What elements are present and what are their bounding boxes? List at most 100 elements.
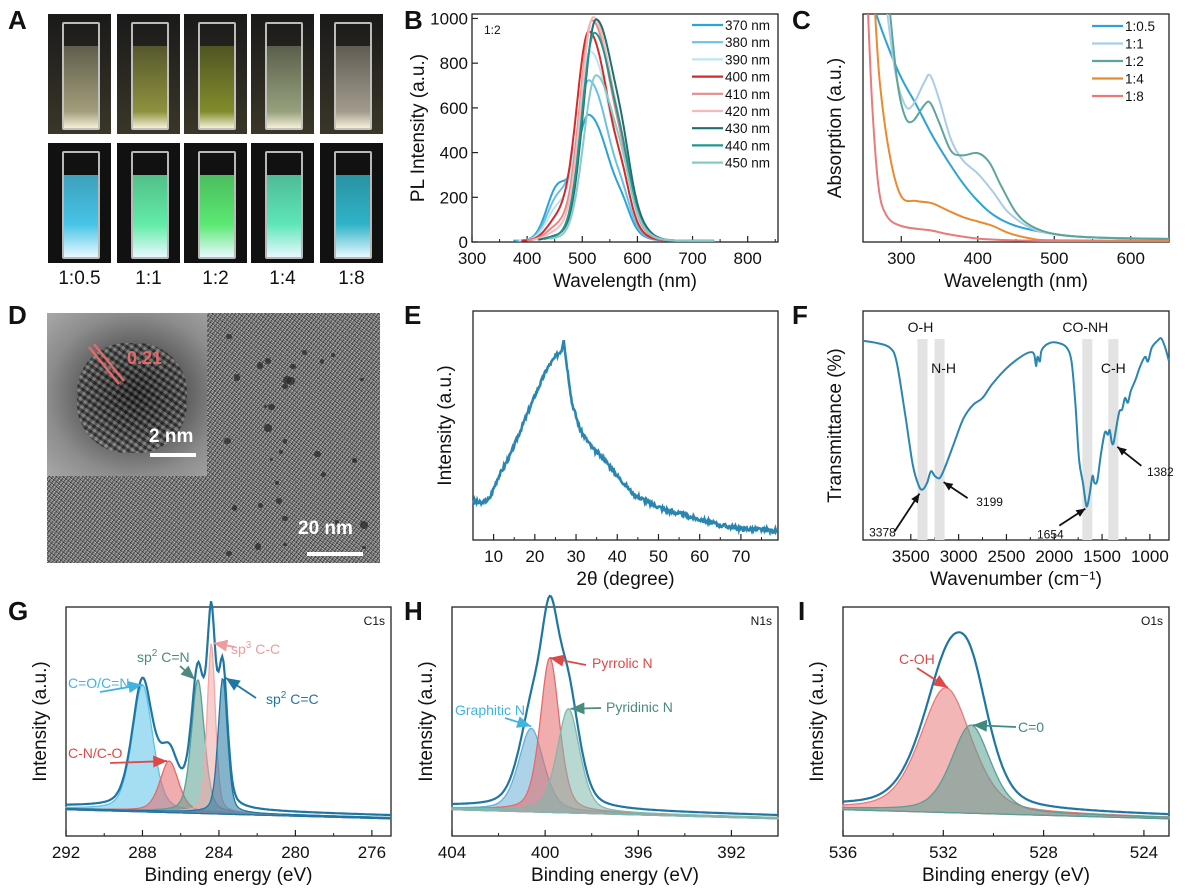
absorption-series-line xyxy=(874,14,1169,242)
xps-n1s-chart: 404 400 396 392 Binding energy (eV) Intensity… xyxy=(416,594,779,886)
ftir-spectrum-line xyxy=(862,337,1170,508)
lattice-spacing-label: 0.21 xyxy=(127,348,163,368)
arrow-head-icon xyxy=(213,639,229,652)
daylight-cuvette-photo xyxy=(184,14,247,134)
spectrum-region-label: O1s xyxy=(1141,614,1163,628)
lattice-fringes xyxy=(77,343,187,453)
nanoparticle xyxy=(269,457,273,461)
y-axis-title: Intensity (a.u.) xyxy=(30,661,51,781)
nanoparticle xyxy=(360,520,369,529)
solution-fill xyxy=(336,46,370,128)
x-axis-title: Binding energy (eV) xyxy=(531,865,699,886)
y-axis-title: Intensity (a.u.) xyxy=(807,661,828,781)
nanoparticle xyxy=(289,363,296,370)
x-tick-label: 2000 xyxy=(1035,547,1073,566)
solution-fill xyxy=(200,175,234,257)
solution-fill xyxy=(336,175,370,257)
band-label: CO-NH xyxy=(1062,319,1108,335)
legend-label: 1:8 xyxy=(1125,89,1144,104)
x-tick-label: 536 xyxy=(829,843,857,862)
daylight-cuvette-photo xyxy=(48,14,111,134)
x-tick-label: 400 xyxy=(513,249,541,268)
nanoparticle xyxy=(256,362,264,369)
x-tick-label: 300 xyxy=(887,249,915,268)
nanoparticle xyxy=(232,505,238,511)
fitted-component-peak xyxy=(65,677,392,820)
nanoparticle xyxy=(282,515,288,522)
plot-frame xyxy=(862,13,1170,243)
solution-fill xyxy=(133,175,167,257)
x-axis-title: 2θ (degree) xyxy=(576,569,674,590)
x-tick-label: 292 xyxy=(52,843,80,862)
envelope-curve xyxy=(452,594,778,817)
x-tick-label: 700 xyxy=(678,249,706,268)
cuvette xyxy=(265,22,303,130)
xps-o1s-chart: 536 532 528 524 Binding energy (eV) Intensity… xyxy=(807,606,1170,886)
nanoparticle xyxy=(351,458,357,464)
plot-frame xyxy=(472,310,779,541)
pl-spectra-chart: 300 400 500 600 700 800 0 200 400 600 800 1000 Wavel… xyxy=(408,9,779,292)
plot-frame xyxy=(842,606,1170,837)
arrow-head-icon xyxy=(1117,446,1127,456)
nanoparticle xyxy=(319,359,324,364)
x-tick-label: 40 xyxy=(608,547,627,566)
nanoparticle xyxy=(330,353,336,358)
cuvette xyxy=(131,151,169,259)
panel-letter-b: B xyxy=(404,5,423,35)
arrow-head-icon xyxy=(911,493,920,504)
plot-frame xyxy=(862,310,1170,541)
nanoparticle xyxy=(224,437,231,444)
panel-letter-e: E xyxy=(404,300,422,330)
nanoparticle xyxy=(282,439,288,444)
peak-wavenumber-label: 3199 xyxy=(976,495,1003,509)
x-tick-label: 500 xyxy=(1040,249,1068,268)
component-label: C=0 xyxy=(1018,719,1044,735)
cuvette xyxy=(334,151,372,259)
nanoparticle xyxy=(233,374,240,381)
main-scale-bar xyxy=(307,552,363,556)
x-tick-label: 50 xyxy=(649,547,668,566)
legend-label: 1:1 xyxy=(1125,37,1144,52)
arrow-head-icon xyxy=(932,675,948,688)
x-tick-label: 500 xyxy=(568,249,596,268)
x-tick-label: 300 xyxy=(458,249,486,268)
x-tick-label: 600 xyxy=(1117,249,1145,268)
legend-label: 380 nm xyxy=(725,35,770,50)
x-tick-label: 60 xyxy=(690,547,709,566)
x-tick-label: 528 xyxy=(1029,843,1057,862)
nanoparticle xyxy=(274,480,280,485)
band-highlight xyxy=(917,339,928,540)
legend-label: 1:0.5 xyxy=(1125,19,1155,34)
component-label: sp2 C=N xyxy=(137,648,190,665)
component-label: Pyrrolic N xyxy=(592,655,653,671)
envelope-curve xyxy=(66,601,392,817)
legend-label: 370 nm xyxy=(725,18,770,33)
envelope-curve xyxy=(842,631,1169,816)
uv-cuvette-photo xyxy=(48,143,111,263)
y-axis-title: Transmittance (%) xyxy=(825,348,846,503)
nanoparticle xyxy=(264,358,271,365)
x-tick-label: 524 xyxy=(1130,843,1158,862)
x-tick-label: 3500 xyxy=(892,547,930,566)
hrtem-inset: 0.21 2 nm xyxy=(47,313,207,476)
sample-ratio-label: 1:2 xyxy=(484,23,501,37)
legend-label: 430 nm xyxy=(725,121,770,136)
arrow-head-icon xyxy=(972,719,988,732)
ratio-label: 1:1 xyxy=(135,268,162,289)
fitted-component-peak xyxy=(451,708,779,820)
y-axis-title: Absorption (a.u.) xyxy=(825,58,846,198)
ratio-label: 1:8 xyxy=(338,268,365,289)
legend-label: 440 nm xyxy=(725,138,770,153)
nanoparticle xyxy=(362,546,366,550)
x-tick-label: 392 xyxy=(717,843,745,862)
absorption-series-line xyxy=(867,14,1169,242)
band-highlight xyxy=(1082,339,1093,540)
inset-scale-bar xyxy=(150,453,196,457)
nanoparticle xyxy=(226,333,232,340)
arrow-head-icon xyxy=(549,654,565,667)
nanoparticle xyxy=(263,423,272,432)
panel-letter-f: F xyxy=(792,300,808,330)
pl-series-line xyxy=(513,113,697,242)
nanoparticle xyxy=(287,377,295,385)
